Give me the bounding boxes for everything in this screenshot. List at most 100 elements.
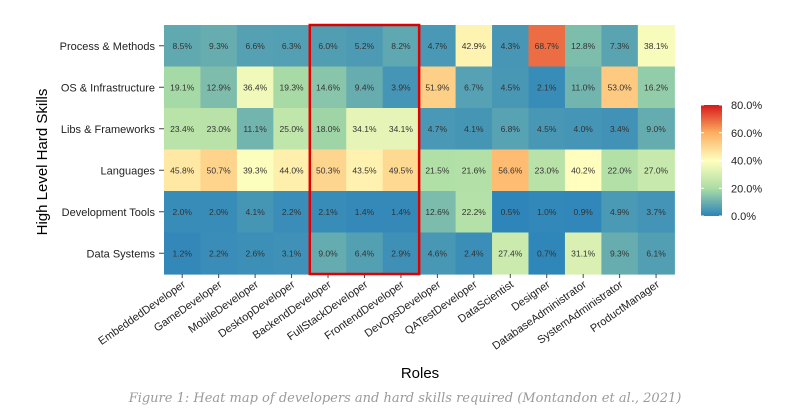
cell-value-label: 6.7%	[464, 82, 484, 92]
cell-value-label: 9.0%	[318, 248, 338, 258]
heatmap-cell	[601, 108, 639, 151]
heatmap-cell	[236, 149, 274, 192]
cell-value-label: 2.4%	[464, 248, 484, 258]
row-label: Data Systems	[87, 248, 156, 260]
heatmap-cell	[455, 232, 493, 275]
heatmap-cell	[273, 232, 311, 275]
colorbar-tick-label: 20.0%	[731, 183, 762, 195]
heatmap-cell	[309, 25, 347, 68]
heatmap-cell	[419, 25, 457, 68]
heatmap-cell	[528, 25, 566, 68]
cell-value-label: 23.4%	[170, 124, 195, 134]
cell-value-label: 42.9%	[462, 41, 487, 51]
cell-value-label: 4.9%	[610, 207, 630, 217]
cell-value-label: 27.0%	[644, 165, 669, 175]
heatmap-cell	[309, 149, 347, 192]
cell-value-label: 9.0%	[646, 124, 666, 134]
heatmap-cell	[637, 25, 675, 68]
heatmap-cell	[601, 191, 639, 234]
heatmap-cell	[455, 25, 493, 68]
heatmap-cell	[492, 108, 530, 151]
heatmap-cell	[200, 108, 238, 151]
heatmap-cell	[492, 25, 530, 68]
heatmap-cell	[346, 191, 384, 234]
heatmap-cells: 8.5% 9.3% 6.6% 6.3% 6.0% 5.2% 8.2% 4.7% 42.9% 4.3…	[164, 25, 675, 275]
heatmap-cell	[273, 108, 311, 151]
heatmap-cell	[382, 232, 420, 275]
heatmap-cell	[164, 232, 202, 275]
heatmap-cell	[200, 191, 238, 234]
heatmap-cell	[601, 232, 639, 275]
cell-value-label: 16.2%	[644, 82, 669, 92]
heatmap-cell	[236, 108, 274, 151]
heatmap-cell	[601, 25, 639, 68]
cell-value-label: 27.4%	[498, 248, 523, 258]
cell-value-label: 19.3%	[280, 82, 305, 92]
heatmap-cell	[309, 108, 347, 151]
heatmap-chart: 8.5% 9.3% 6.6% 6.3% 6.0% 5.2% 8.2% 4.7% 42.9% 4.3…	[34, 23, 762, 382]
column-label: ProductManager	[588, 278, 662, 335]
heatmap-cell	[236, 232, 274, 275]
heatmap-cell	[528, 232, 566, 275]
heatmap-cell	[346, 232, 384, 275]
cell-value-label: 6.0%	[318, 41, 338, 51]
heatmap-cell	[564, 232, 602, 275]
heatmap-cell	[637, 191, 675, 234]
cell-value-label: 43.5%	[352, 165, 377, 175]
row-labels: Process & Methods OS & Infrastructure Libs…	[60, 41, 164, 260]
cell-value-label: 12.9%	[207, 82, 232, 92]
cell-value-label: 4.0%	[573, 124, 593, 134]
heatmap-cell	[164, 25, 202, 68]
row-label: Libs & Frameworks	[61, 124, 156, 136]
heatmap-cell	[419, 191, 457, 234]
heatmap-cell	[273, 25, 311, 68]
cell-value-label: 9.4%	[355, 82, 375, 92]
cell-value-label: 6.4%	[355, 248, 375, 258]
heatmap-cell	[273, 66, 311, 109]
cell-value-label: 38.1%	[644, 41, 669, 51]
cell-value-label: 6.6%	[245, 41, 265, 51]
heatmap-cell	[564, 149, 602, 192]
heatmap-cell	[382, 25, 420, 68]
cell-value-label: 3.7%	[646, 207, 666, 217]
cell-value-label: 40.2%	[571, 165, 596, 175]
heatmap-cell	[492, 232, 530, 275]
cell-value-label: 0.9%	[573, 207, 593, 217]
heatmap-cell	[346, 66, 384, 109]
cell-value-label: 36.4%	[243, 82, 268, 92]
heatmap-cell	[273, 149, 311, 192]
heatmap-cell	[419, 66, 457, 109]
heatmap-cell	[492, 66, 530, 109]
heatmap-cell	[309, 232, 347, 275]
heatmap-cell	[528, 66, 566, 109]
heatmap-cell	[419, 149, 457, 192]
cell-value-label: 23.0%	[207, 124, 232, 134]
heatmap-cell	[236, 25, 274, 68]
heatmap-cell	[564, 108, 602, 151]
heatmap-cell	[200, 66, 238, 109]
heatmap-cell	[637, 66, 675, 109]
figure-caption: Figure 1: Heat map of developers and har…	[128, 391, 682, 406]
cell-value-label: 2.9%	[391, 248, 411, 258]
heatmap-cell	[346, 25, 384, 68]
cell-value-label: 2.2%	[209, 248, 229, 258]
cell-value-label: 4.1%	[464, 124, 484, 134]
heatmap-cell	[382, 66, 420, 109]
heatmap-cell	[164, 191, 202, 234]
cell-value-label: 12.6%	[425, 207, 450, 217]
heatmap-cell	[564, 66, 602, 109]
cell-value-label: 44.0%	[280, 165, 305, 175]
heatmap-cell	[455, 66, 493, 109]
cell-value-label: 11.0%	[571, 82, 595, 92]
colorbar-tick-label: 60.0%	[731, 128, 762, 140]
heatmap-cell	[309, 66, 347, 109]
cell-value-label: 7.3%	[610, 41, 630, 51]
cell-value-label: 2.1%	[537, 82, 557, 92]
cell-value-label: 21.6%	[462, 165, 487, 175]
heatmap-cell	[273, 191, 311, 234]
cell-value-label: 51.9%	[425, 82, 450, 92]
heatmap-cell	[601, 66, 639, 109]
cell-value-label: 50.3%	[316, 165, 341, 175]
highlight-box	[308, 23, 421, 276]
colorbar-tick-label: 40.0%	[731, 156, 762, 168]
